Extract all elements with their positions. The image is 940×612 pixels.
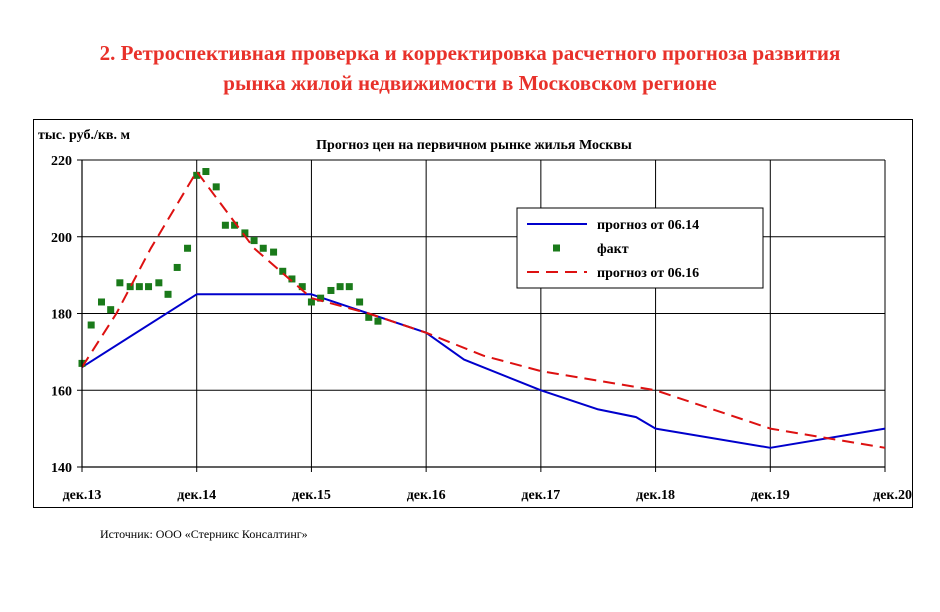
fact-point bbox=[250, 237, 258, 245]
fact-point bbox=[288, 275, 296, 283]
fact-point bbox=[87, 321, 95, 329]
x-tick-label: дек.18 bbox=[636, 488, 675, 503]
chart-labels: 140 160 180 200 220 дек.13 дек.14 дек.15 дек.16 д… bbox=[38, 128, 912, 503]
chart-axes bbox=[77, 159, 886, 472]
fact-point bbox=[107, 306, 115, 314]
y-tick-label: 160 bbox=[51, 384, 72, 399]
chart-title: Прогноз цен на первичном рынке жилья Мос… bbox=[316, 138, 632, 153]
source-note: Источник: ООО «Стерникс Консалтинг» bbox=[100, 527, 308, 541]
forecast-0614-line bbox=[81, 293, 886, 449]
fact-point bbox=[298, 283, 306, 291]
legend-label: прогноз от 06.14 bbox=[597, 218, 699, 233]
y-tick-label: 140 bbox=[51, 461, 72, 476]
fact-point bbox=[155, 279, 163, 287]
fact-point bbox=[164, 290, 172, 298]
x-tick-label: дек.14 bbox=[177, 488, 216, 503]
x-tick-label: дек.19 bbox=[751, 488, 790, 503]
fact-point bbox=[116, 279, 124, 287]
fact-point bbox=[221, 221, 229, 229]
x-tick-label: дек.16 bbox=[407, 488, 446, 503]
page-title-line-2: рынка жилой недвижимости в Московском ре… bbox=[223, 71, 717, 95]
y-tick-label: 180 bbox=[51, 308, 72, 323]
x-tick-label: дек.15 bbox=[292, 488, 331, 503]
forecast-0616-line bbox=[81, 170, 886, 449]
fact-point bbox=[126, 283, 134, 291]
x-tick-label: дек.20 bbox=[873, 488, 912, 503]
page-title-line-1: 2. Ретроспективная проверка и корректиро… bbox=[99, 41, 841, 65]
fact-point bbox=[365, 313, 373, 321]
chart-grid bbox=[81, 159, 886, 468]
fact-point bbox=[374, 317, 382, 325]
fact-point bbox=[202, 168, 210, 176]
fact-point bbox=[336, 283, 344, 291]
legend-swatch-fact bbox=[553, 244, 560, 252]
legend-box bbox=[516, 207, 764, 289]
fact-point bbox=[231, 221, 239, 229]
y-tick-label: 200 bbox=[51, 231, 72, 246]
chart-series bbox=[78, 168, 886, 449]
y-axis-label: тыс. руб./кв. м bbox=[38, 128, 130, 143]
fact-point bbox=[135, 283, 143, 291]
fact-point bbox=[241, 229, 249, 237]
fact-point bbox=[173, 263, 181, 271]
fact-point bbox=[184, 244, 192, 252]
y-tick-label: 220 bbox=[51, 154, 72, 169]
page-title: 2. Ретроспективная проверка и корректиро… bbox=[0, 38, 940, 98]
x-tick-label: дек.13 bbox=[63, 488, 102, 503]
fact-point bbox=[356, 298, 364, 306]
fact-point bbox=[307, 298, 315, 306]
fact-point bbox=[279, 267, 287, 275]
fact-point bbox=[327, 286, 335, 294]
fact-point bbox=[270, 248, 278, 256]
fact-point bbox=[345, 283, 353, 291]
x-tick-label: дек.17 bbox=[521, 488, 560, 503]
legend-label: факт bbox=[597, 242, 629, 257]
fact-point bbox=[145, 283, 153, 291]
fact-point bbox=[212, 183, 220, 191]
chart-legend[interactable]: прогноз от 06.14 факт прогноз от 06.16 bbox=[516, 207, 764, 289]
fact-point bbox=[259, 244, 267, 252]
legend-label: прогноз от 06.16 bbox=[597, 266, 699, 281]
fact-point bbox=[193, 171, 201, 179]
fact-point bbox=[317, 294, 325, 302]
fact-point bbox=[98, 298, 106, 306]
